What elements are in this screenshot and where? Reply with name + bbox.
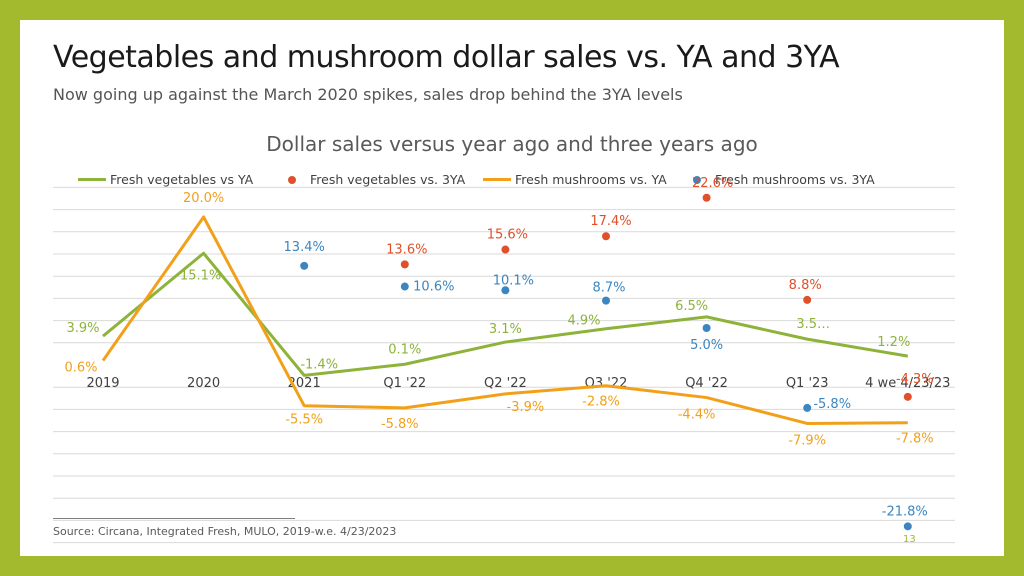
x-tick-label: 2020 [187, 376, 220, 391]
veg-ya-data-label: 15.1% [180, 268, 221, 283]
legend-dot-swatch [693, 175, 701, 184]
sales-chart: 2019 2020 2021 Q1 '22 Q2 '22 Q3 '22 Q4 '22 Q1 '… [53, 176, 955, 544]
slide-subtitle: Now going up against the March 2020 spik… [53, 85, 683, 104]
veg-3ya-data-label: 8.8% [789, 278, 822, 293]
x-tick-label: Q1 '23 [786, 376, 829, 391]
veg-ya-data-label: 4.9% [567, 314, 600, 329]
source-note: Source: Circana, Integrated Fresh, MULO,… [53, 525, 397, 538]
veg-3ya-data-label: 13.6% [386, 242, 427, 257]
mush-3ya-point [400, 282, 409, 291]
veg-ya-data-label: 3.9% [66, 321, 99, 336]
legend-line-swatch [483, 178, 511, 181]
veg-3ya-point [602, 232, 610, 241]
veg-3ya-data-label: 15.6% [487, 228, 528, 243]
mush-3ya-data-label: 13.4% [284, 240, 325, 255]
x-tick-label: 2019 [86, 376, 119, 391]
mush-3ya-data-label: 5.0% [690, 338, 723, 353]
mush-3ya-data-label: -21.8% [882, 504, 928, 519]
legend-item-mush-ya: Fresh mushrooms vs. YA [483, 172, 667, 187]
veg-3ya-point [501, 245, 510, 254]
mush-ya-data-label: -3.9% [507, 400, 545, 415]
veg-3ya-data-label: 22.6% [692, 176, 733, 191]
mush-3ya-data-label: -5.8% [813, 397, 851, 412]
veg-ya-data-label: 3.1% [489, 322, 522, 337]
legend-item-veg-3ya: Fresh vegetables vs. 3YA [278, 172, 465, 187]
legend-line-swatch [78, 178, 106, 181]
mush-3ya-point [702, 324, 711, 332]
veg-3ya-point [702, 193, 711, 202]
veg-3ya-data-label: -4.3% [896, 372, 934, 387]
chart-title: Dollar sales versus year ago and three y… [266, 132, 758, 156]
veg-ya-data-label: 0.1% [388, 342, 421, 357]
legend-dot-swatch [288, 175, 296, 184]
mush-ya-data-label: -5.5% [285, 413, 323, 428]
legend-label: Fresh mushrooms vs. 3YA [715, 172, 875, 187]
mush-ya-data-label: 20.0% [183, 191, 224, 206]
veg-3ya-point [803, 295, 812, 304]
legend-label: Fresh vegetables vs. 3YA [310, 172, 466, 187]
mush-3ya-data-label: 10.6% [413, 280, 454, 295]
x-tick-label: 4 we 4/23/23 [865, 376, 950, 391]
x-tick-label: Q1 '22 [383, 376, 426, 391]
legend-label: Fresh vegetables vs YA [110, 172, 254, 187]
mush-3ya-point [903, 522, 912, 531]
slide-title: Vegetables and mushroom dollar sales vs.… [53, 40, 840, 75]
mush-3ya-point [501, 286, 510, 295]
mush-3ya-point [803, 403, 812, 412]
veg-3ya-data-label: 17.4% [590, 214, 631, 229]
veg-ya-data-label: 3.5… [796, 317, 830, 332]
mush-ya-line [101, 215, 908, 425]
x-tick-label: Q2 '22 [484, 376, 527, 391]
mush-ya-data-label: 0.6% [64, 361, 97, 376]
veg-ya-line [102, 251, 909, 377]
mush-3ya-point [602, 296, 610, 305]
mush-3ya-data-label: 10.1% [493, 273, 534, 288]
legend-item-veg-ya: Fresh vegetables vs YA [78, 172, 253, 187]
mush-ya-data-label: -2.8% [582, 395, 620, 410]
mush-ya-data-label: -7.9% [788, 433, 826, 448]
mush-ya-data-label: -7.8% [896, 432, 934, 447]
mush-ya-data-label: -4.4% [678, 408, 716, 423]
page-number: 13 [903, 534, 916, 545]
mush-3ya-data-label: 8.7% [592, 281, 625, 296]
legend-label: Fresh mushrooms vs. YA [515, 172, 667, 187]
mush-ya-data-label: -5.8% [381, 417, 419, 432]
veg-ya-data-label: 6.5% [675, 299, 708, 314]
legend-item-mush-3ya: Fresh mushrooms vs. 3YA [683, 172, 875, 187]
mush-3ya-point [300, 261, 309, 270]
source-divider [53, 518, 295, 519]
veg-3ya-point [400, 260, 409, 269]
x-tick-label: Q4 '22 [685, 376, 728, 391]
veg-3ya-point [903, 392, 912, 401]
slide: Vegetables and mushroom dollar sales vs.… [20, 20, 1004, 556]
veg-ya-data-label: -1.4% [300, 357, 338, 372]
veg-ya-data-label: 1.2% [877, 335, 910, 350]
